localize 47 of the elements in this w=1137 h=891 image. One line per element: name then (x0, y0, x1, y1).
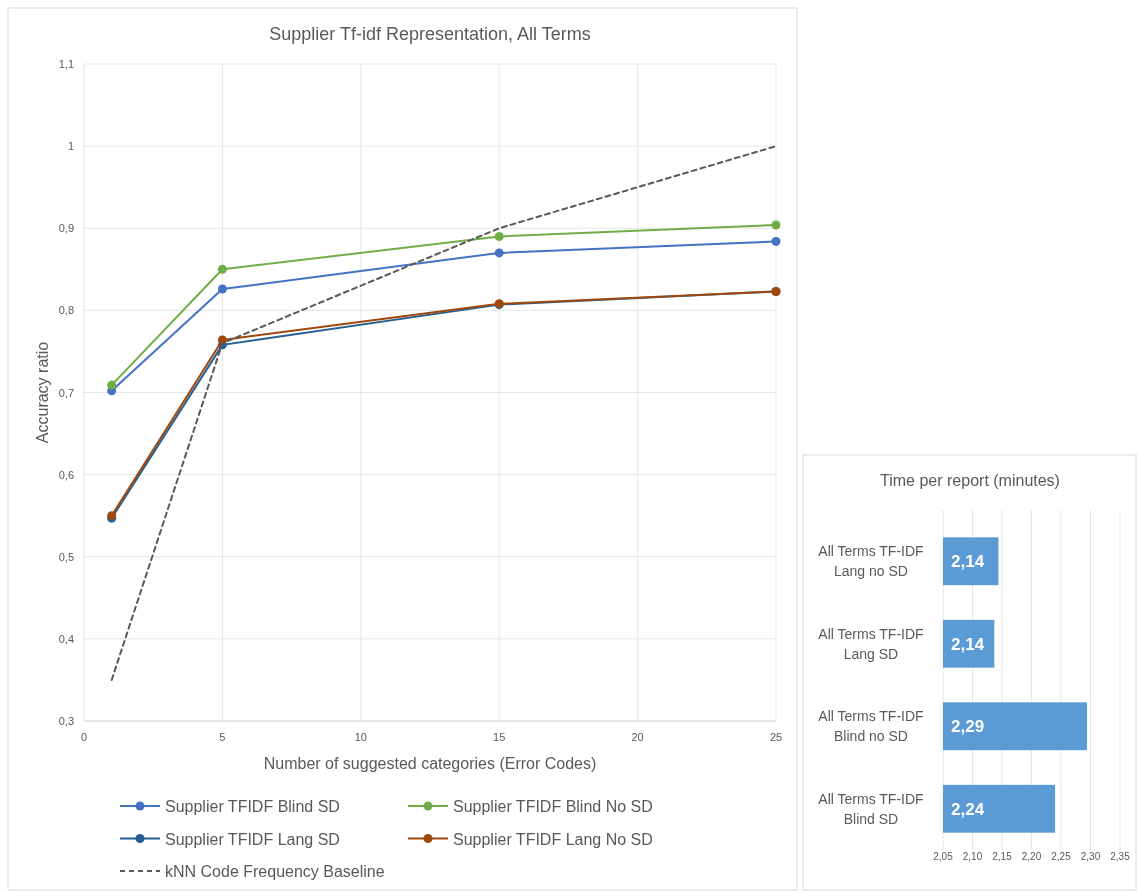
x-tick-label: 2,20 (1021, 851, 1042, 862)
y-tick-label: 0,5 (58, 550, 74, 563)
y-tick-label: 0,7 (58, 386, 74, 399)
chart-title: Supplier Tf-idf Representation, All Terms (269, 24, 591, 44)
point (494, 248, 504, 258)
legend-label: Supplier TFIDF Blind SD (165, 798, 340, 815)
point (494, 231, 504, 241)
legend-label: Supplier TFIDF Lang SD (165, 830, 340, 848)
x-tick-label: 2,30 (1080, 851, 1101, 862)
x-tick-label: 20 (631, 731, 644, 743)
y-tick-label: All Terms TF-IDF Lang SD (818, 625, 924, 662)
y-tick-label: 0,9 (58, 222, 74, 235)
legend-label: Supplier TFIDF Lang No SD (453, 830, 653, 848)
data-label: 2,14 (951, 552, 985, 572)
x-tick-label: 0 (80, 731, 88, 743)
chart-title: Time per report (minutes) (880, 472, 1060, 489)
data-label: 2,29 (951, 717, 985, 737)
data-label: 2,14 (951, 634, 985, 654)
x-tick-label: 2,05 (933, 851, 954, 862)
y-tick-label: All Terms TF-IDF Blind SD (818, 790, 924, 827)
legend-label: Supplier TFIDF Blind No SD (453, 798, 653, 815)
point (217, 264, 227, 274)
y-tick-label: All Terms TF-IDF Lang no SD (818, 543, 924, 580)
y-tick-label: All Terms TF-IDF Blind no SD (818, 708, 924, 745)
x-tick-label: 2,15 (992, 851, 1013, 862)
y-tick-label: 1 (67, 140, 74, 153)
x-tick-label: 10 (354, 731, 367, 743)
y-tick-label: 0,8 (58, 304, 74, 317)
x-tick-label: 25 (769, 731, 783, 743)
x-tick-label: 15 (493, 731, 506, 743)
x-axis-title: Number of suggested categories (Error Codes) (263, 755, 597, 772)
point (107, 380, 117, 390)
x-tick-label: 2,10 (962, 851, 983, 862)
y-tick-label: 0,4 (58, 632, 74, 645)
x-tick-label: 2,35 (1110, 851, 1131, 862)
point (771, 236, 781, 246)
y-axis-title: Accuracy ratio (34, 341, 51, 444)
y-tick-label: 0,6 (58, 468, 74, 481)
x-tick-label: 2,25 (1051, 851, 1072, 862)
y-tick-label: 1,1 (58, 58, 74, 70)
point (217, 284, 227, 294)
data-label: 2,24 (951, 799, 985, 819)
line-series (110, 145, 777, 681)
y-tick-label: 0,3 (58, 715, 74, 727)
point (771, 220, 781, 230)
x-tick-label: 5 (219, 731, 226, 743)
legend-label: kNN Code Frequency Baseline (165, 863, 385, 880)
